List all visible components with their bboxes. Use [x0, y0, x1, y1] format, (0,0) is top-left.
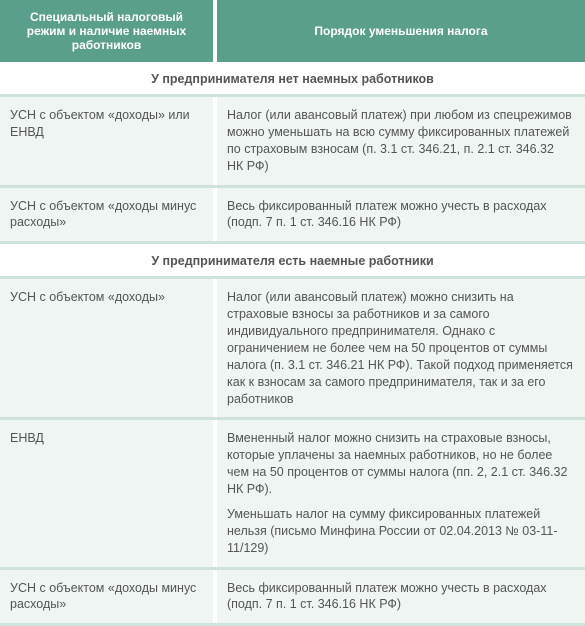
header-left: Специальный налоговый режим и наличие на… — [0, 0, 217, 62]
regime-cell: УСН с объектом «доходы минус расходы» — [0, 188, 217, 242]
rule-text: Уменьшать налог на сумму фиксированных п… — [227, 506, 573, 557]
section-title: У предпринимателя есть наемные работники — [0, 244, 585, 279]
table-row: УСН с объектом «доходы» или ЕНВД Налог (… — [0, 97, 585, 188]
rule-cell: Весь фиксированный платеж можно учесть в… — [217, 570, 585, 624]
regime-cell: ЕНВД — [0, 420, 217, 566]
regime-cell: УСН с объектом «доходы минус расходы» — [0, 570, 217, 624]
regime-cell: УСН с объектом «доходы» — [0, 279, 217, 417]
regime-cell: УСН с объектом «доходы» или ЕНВД — [0, 97, 217, 185]
rule-text: Вмененный налог можно снизить на страхов… — [227, 430, 573, 498]
rule-cell: Вмененный налог можно снизить на страхов… — [217, 420, 585, 566]
header-right: Порядок уменьшения налога — [217, 0, 585, 62]
table-row: УСН с объектом «доходы минус расходы» Ве… — [0, 570, 585, 626]
table-row: УСН с объектом «доходы минус расходы» Ве… — [0, 188, 585, 245]
table-row: ЕНВД Вмененный налог можно снизить на ст… — [0, 420, 585, 569]
rule-cell: Налог (или авансовый платеж) при любом и… — [217, 97, 585, 185]
rule-cell: Весь фиксированный платеж можно учесть в… — [217, 188, 585, 242]
rule-text: Весь фиксированный платеж можно учесть в… — [227, 580, 573, 614]
table-row: УСН с объектом «доходы» Налог (или аванс… — [0, 279, 585, 420]
rule-text: Весь фиксированный платеж можно учесть в… — [227, 198, 573, 232]
rule-text: Налог (или авансовый платеж) при любом и… — [227, 107, 573, 175]
section-title: У предпринимателя нет наемных работников — [0, 62, 585, 97]
header-row: Специальный налоговый режим и наличие на… — [0, 0, 585, 62]
rule-cell: Налог (или авансовый платеж) можно снизи… — [217, 279, 585, 417]
tax-table: Специальный налоговый режим и наличие на… — [0, 0, 585, 626]
rule-text: Налог (или авансовый платеж) можно снизи… — [227, 289, 573, 407]
